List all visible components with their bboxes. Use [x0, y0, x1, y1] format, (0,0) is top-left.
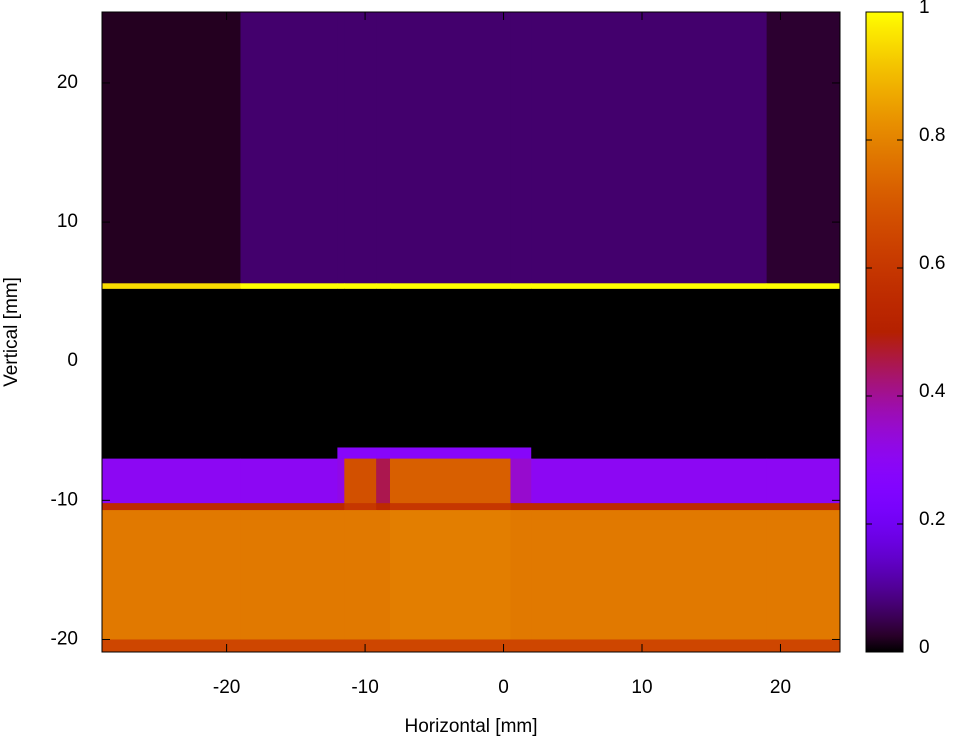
colorbar-tick-label: 0.8	[919, 125, 945, 146]
x-tick-label: 10	[631, 677, 652, 698]
heatmap-cell	[510, 447, 532, 460]
heatmap-cell	[766, 283, 841, 290]
heatmap-cell	[337, 288, 345, 448]
heatmap-cell	[766, 12, 841, 284]
colorbar	[865, 11, 904, 653]
heatmap-cell	[390, 639, 511, 653]
heatmap-cell	[376, 639, 391, 653]
colorbar-tick-label: 1	[919, 0, 930, 18]
heatmap-cell	[766, 503, 841, 511]
heatmap-cell	[240, 458, 338, 504]
colorbar-tick-label: 0.2	[919, 509, 945, 530]
heatmap-cell	[344, 12, 377, 284]
heatmap-cell	[531, 458, 768, 504]
y-tick-label: -20	[51, 628, 78, 649]
heatmap-cell	[390, 288, 511, 448]
heatmap-cell	[102, 458, 241, 504]
heatmap-cell	[390, 510, 511, 640]
heatmap-cell	[376, 283, 391, 290]
heatmap-cell	[240, 288, 338, 448]
heatmap-cell	[344, 288, 377, 448]
heatmap-cell	[344, 510, 377, 640]
y-tick-label: 10	[57, 211, 78, 232]
x-tick-label: 20	[770, 677, 791, 698]
heatmap-cell	[766, 447, 841, 460]
heatmap-cell	[337, 12, 345, 284]
heatmap-cell	[240, 12, 338, 284]
heatmap-cell	[766, 288, 841, 448]
heatmap-cell	[337, 510, 345, 640]
heatmap-cell	[390, 458, 511, 504]
heatmap-cell	[766, 639, 841, 653]
heatmap-cell	[337, 639, 345, 653]
heatmap-cell	[376, 503, 391, 511]
heatmap-cell	[510, 288, 532, 448]
heatmap-cell	[344, 503, 377, 511]
heatmap-cell	[531, 639, 768, 653]
heatmap-cell	[531, 288, 768, 448]
heatmap-cell	[240, 639, 338, 653]
heatmap-cell	[240, 283, 338, 290]
heatmap-cell	[510, 283, 532, 290]
x-tick-label: 0	[498, 677, 509, 698]
heatmap-cell	[344, 639, 377, 653]
heatmap-cell	[337, 458, 345, 504]
heatmap-cell	[337, 503, 345, 511]
heatmap-cell	[376, 12, 391, 284]
heatmap-cell	[510, 639, 532, 653]
heatmap-cell	[766, 458, 841, 504]
heatmap-cell	[337, 447, 345, 460]
heatmap-cell	[510, 12, 532, 284]
heatmap-cell	[390, 447, 511, 460]
heatmap-cell	[531, 283, 768, 290]
heatmap-cell	[390, 503, 511, 511]
heatmap-cell	[337, 283, 345, 290]
heatmap-cell	[240, 447, 338, 460]
plot-frame	[101, 11, 841, 653]
colorbar-tick-label: 0.6	[919, 253, 945, 274]
heatmap-cell	[102, 503, 241, 511]
heatmap-cell	[240, 510, 338, 640]
heatmap-cell	[102, 510, 241, 640]
heatmap-cell	[102, 283, 241, 290]
heatmap	[102, 12, 841, 653]
colorbar-tick-label: 0	[919, 637, 930, 658]
heatmap-cell	[531, 12, 768, 284]
heatmap-cell	[390, 283, 511, 290]
heatmap-cell	[102, 12, 241, 284]
heatmap-cell	[390, 12, 511, 284]
x-tick-label: -10	[351, 677, 378, 698]
heatmap-cell	[102, 639, 241, 653]
heatmap-cell	[376, 458, 391, 504]
heatmap-cell	[344, 447, 377, 460]
x-axis-label: Horizontal [mm]	[404, 716, 537, 737]
heatmap-cell	[510, 510, 532, 640]
heatmap-cell	[376, 288, 391, 448]
heatmap-cell	[344, 283, 377, 290]
heatmap-cell	[376, 510, 391, 640]
heatmap-cell	[376, 447, 391, 460]
heatmap-cell	[240, 503, 338, 511]
y-tick-label: 20	[57, 72, 78, 93]
heatmap-cell	[102, 288, 241, 448]
heatmap-cell	[102, 447, 241, 460]
colorbar-tick-label: 0.4	[919, 381, 946, 402]
y-tick-label: -10	[51, 489, 78, 510]
y-tick-label: 0	[67, 350, 78, 371]
x-tick-label: -20	[213, 677, 240, 698]
heatmap-cell	[531, 503, 768, 511]
y-axis-label: Vertical [mm]	[1, 277, 22, 387]
heatmap-cell	[510, 503, 532, 511]
heatmap-cell	[531, 510, 768, 640]
heatmap-cell	[766, 510, 841, 640]
heatmap-cell	[531, 447, 768, 460]
heatmap-cell	[344, 458, 377, 504]
heatmap-cell	[510, 458, 532, 504]
